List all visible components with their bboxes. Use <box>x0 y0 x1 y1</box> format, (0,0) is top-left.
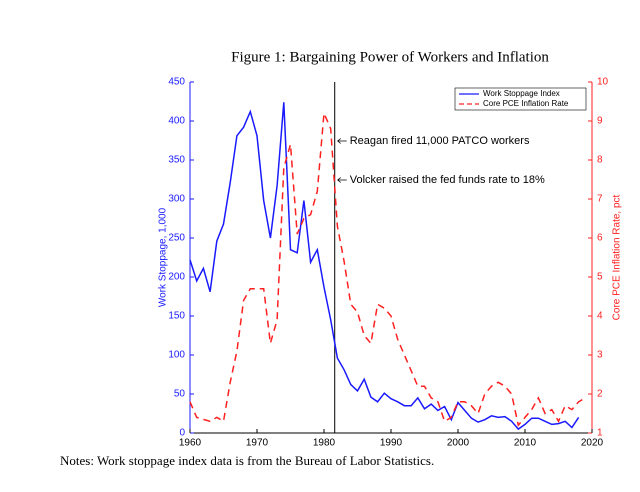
x-tick-label: 1980 <box>313 438 336 449</box>
y-tick-label: 300 <box>168 194 185 205</box>
chart-title: Figure 1: Bargaining Power of Workers an… <box>231 49 549 65</box>
y-tick-label: 400 <box>168 116 185 127</box>
y2-tick-label: 7 <box>597 194 603 205</box>
y-tick-label: 0 <box>179 428 185 439</box>
y-tick-label: 100 <box>168 350 185 361</box>
y-tick-label: 250 <box>168 233 185 244</box>
y2-tick-label: 4 <box>597 311 603 322</box>
y-tick-label: 50 <box>174 389 186 400</box>
annotation-arrow <box>337 138 347 144</box>
annotation: Reagan fired 11,000 PATCO workers <box>350 135 530 147</box>
y2-tick-label: 8 <box>597 155 603 166</box>
y2-tick-label: 5 <box>597 272 603 283</box>
y-tick-label: 150 <box>168 311 185 322</box>
x-tick-label: 1960 <box>179 438 202 449</box>
chart-note: Notes: Work stoppage index data is from … <box>60 453 434 468</box>
x-tick-label: 1990 <box>380 438 403 449</box>
legend-box <box>454 87 587 111</box>
y2-axis-label: Core PCE Inflation Rate, pct <box>612 194 623 320</box>
x-tick-label: 2020 <box>581 438 604 449</box>
y2-tick-label: 2 <box>597 389 603 400</box>
series-line <box>189 112 586 427</box>
y-axis-label: Work Stoppage, 1,000 <box>158 207 169 307</box>
x-tick-label: 2010 <box>514 438 537 449</box>
annotation: Volcker raised the fed funds rate to 18% <box>350 174 545 186</box>
y-tick-label: 200 <box>168 272 185 283</box>
series-line <box>189 102 580 431</box>
y2-tick-label: 3 <box>597 350 603 361</box>
legend-label: Work Stoppage Index <box>483 89 560 98</box>
annotation-arrow <box>337 177 347 183</box>
y-tick-label: 350 <box>168 155 185 166</box>
y2-tick-label: 6 <box>597 233 603 244</box>
legend-label: Core PCE Inflation Rate <box>483 99 569 108</box>
y2-tick-label: 1 <box>597 428 603 439</box>
x-tick-label: 1970 <box>246 438 269 449</box>
y2-tick-label: 9 <box>597 116 603 127</box>
x-tick-label: 2000 <box>447 438 470 449</box>
y-tick-label: 450 <box>168 77 185 88</box>
y2-tick-label: 10 <box>597 77 609 88</box>
